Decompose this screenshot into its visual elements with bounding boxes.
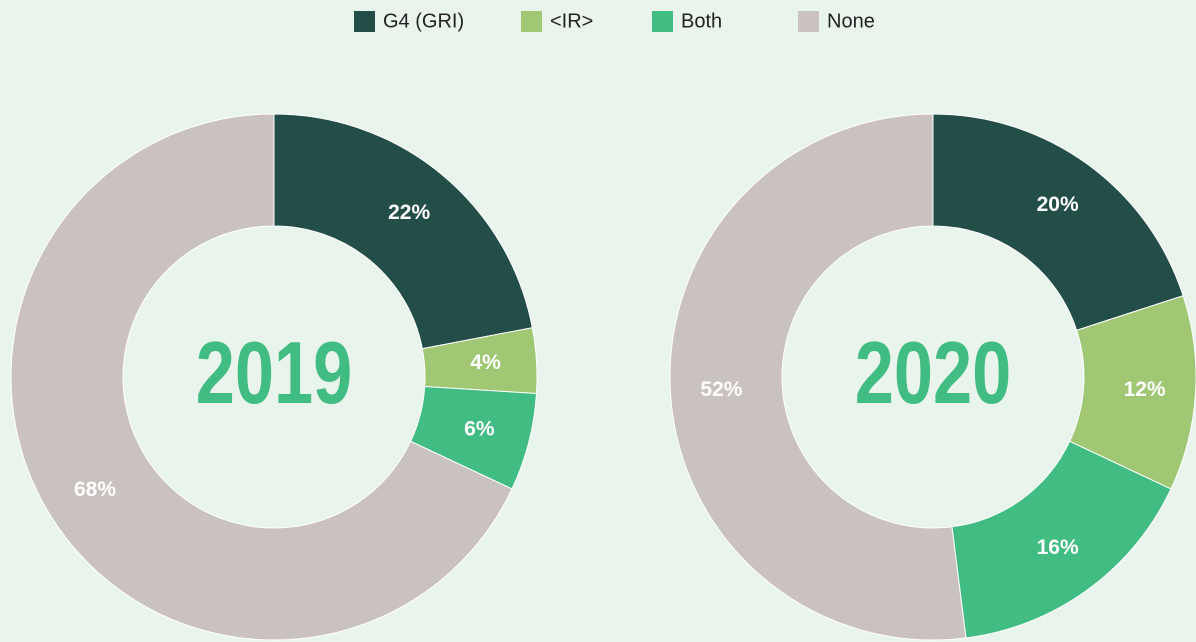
slice-label: 12% (1124, 378, 1166, 401)
legend-swatch (652, 11, 673, 32)
slice-label: 4% (470, 351, 501, 374)
slice-label: 16% (1037, 536, 1079, 559)
legend-label: None (827, 10, 875, 32)
slice-label: 20% (1037, 193, 1079, 216)
legend-label: Both (681, 10, 722, 32)
legend-label: <IR> (550, 10, 593, 32)
slice (951, 440, 1172, 639)
legend-swatch (798, 11, 819, 32)
center-year: 2019 (196, 324, 353, 422)
legend-label: G4 (GRI) (383, 10, 464, 32)
slice-label: 6% (464, 417, 495, 440)
slice (932, 113, 1184, 331)
legend-swatch (354, 11, 375, 32)
slice-label: 22% (388, 201, 430, 224)
center-year: 2020 (855, 324, 1012, 422)
slice-label: 52% (700, 378, 742, 401)
legend-swatch (521, 11, 542, 32)
slice (273, 113, 533, 350)
slice (10, 113, 513, 641)
slice-label: 68% (74, 478, 116, 501)
slice (669, 113, 967, 641)
